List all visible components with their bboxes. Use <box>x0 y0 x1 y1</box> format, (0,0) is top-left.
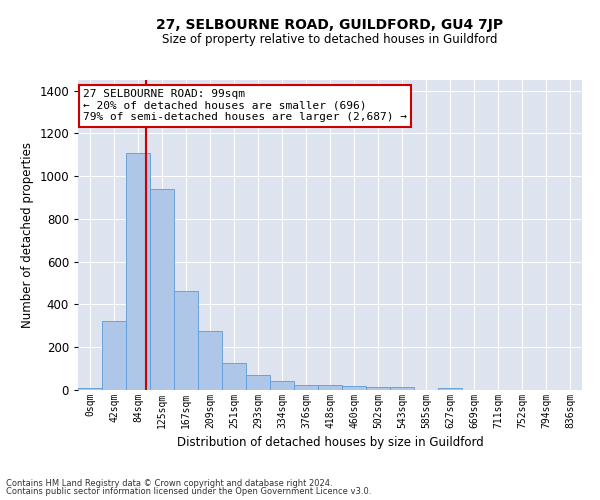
X-axis label: Distribution of detached houses by size in Guildford: Distribution of detached houses by size … <box>176 436 484 450</box>
Bar <box>246 376 270 390</box>
Text: 27 SELBOURNE ROAD: 99sqm
← 20% of detached houses are smaller (696)
79% of semi-: 27 SELBOURNE ROAD: 99sqm ← 20% of detach… <box>83 90 407 122</box>
Bar <box>318 384 342 390</box>
Text: Contains public sector information licensed under the Open Government Licence v3: Contains public sector information licen… <box>6 487 371 496</box>
Bar <box>102 320 126 390</box>
Bar <box>174 290 198 390</box>
Bar <box>438 388 462 390</box>
Bar <box>150 189 174 390</box>
Text: Contains HM Land Registry data © Crown copyright and database right 2024.: Contains HM Land Registry data © Crown c… <box>6 478 332 488</box>
Bar <box>366 387 390 390</box>
Bar <box>198 331 222 390</box>
Bar <box>390 388 414 390</box>
Bar <box>78 388 102 390</box>
Bar <box>270 382 294 390</box>
Y-axis label: Number of detached properties: Number of detached properties <box>20 142 34 328</box>
Bar <box>294 384 318 390</box>
Text: 27, SELBOURNE ROAD, GUILDFORD, GU4 7JP: 27, SELBOURNE ROAD, GUILDFORD, GU4 7JP <box>157 18 503 32</box>
Bar <box>126 152 150 390</box>
Bar <box>342 386 366 390</box>
Bar <box>222 364 246 390</box>
Text: Size of property relative to detached houses in Guildford: Size of property relative to detached ho… <box>162 32 498 46</box>
